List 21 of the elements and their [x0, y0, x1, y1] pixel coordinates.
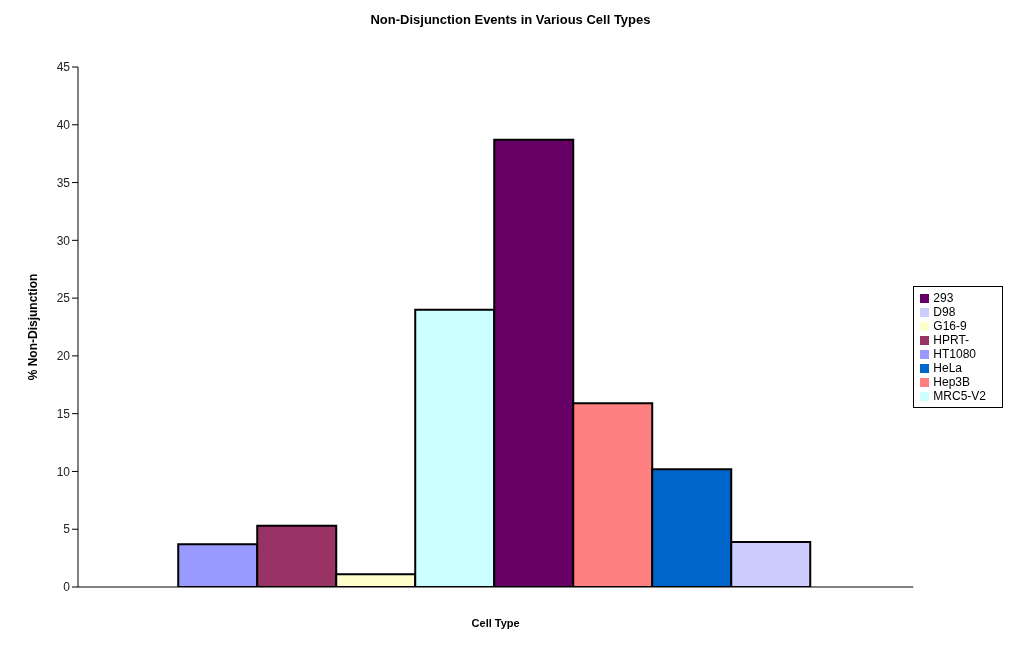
legend-label: G16-9 [933, 319, 967, 333]
y-tick-label: 20 [56, 349, 71, 364]
legend-label: Hep3B [933, 375, 971, 389]
legend-label: HeLa [933, 361, 962, 375]
y-tick-label: 15 [56, 406, 71, 421]
legend-label: D98 [933, 305, 956, 319]
y-tick-label: 5 [63, 522, 71, 537]
legend-label: MRC5-V2 [933, 389, 986, 403]
y-tick-label: 25 [56, 291, 71, 306]
legend-label: 293 [933, 291, 954, 305]
x-axis-title: Cell Type [471, 617, 520, 629]
y-tick-label: 30 [56, 233, 71, 248]
chart-title: Non-Disjunction Events in Various Cell Types [369, 12, 652, 27]
y-tick-label: 45 [56, 60, 71, 75]
y-tick-label: 0 [63, 580, 71, 595]
legend-label: HT1080 [933, 347, 977, 361]
y-tick-label: 10 [56, 464, 71, 479]
y-tick-label: 40 [56, 118, 71, 133]
legend-label: HPRT- [933, 333, 970, 347]
y-axis-title: % Non-Disjunction [26, 273, 41, 381]
y-tick-label: 35 [56, 175, 71, 190]
